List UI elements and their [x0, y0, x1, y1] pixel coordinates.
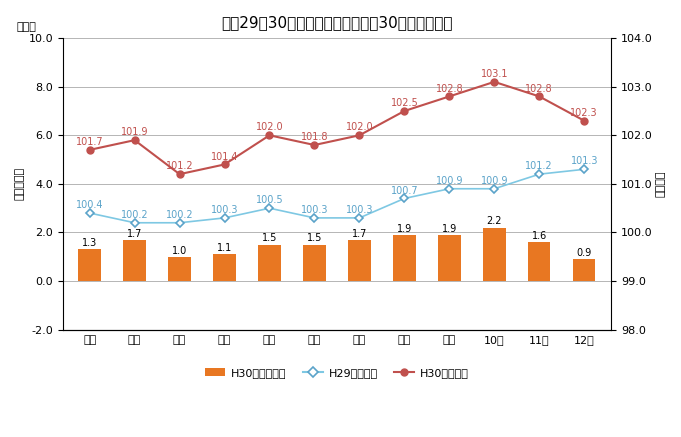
H29総合指数 — [221, 215, 229, 221]
H29総合指数 — [86, 211, 94, 216]
Bar — [348, 240, 370, 281]
Bar — [438, 235, 460, 281]
Text: 100.5: 100.5 — [255, 195, 283, 205]
Text: 1.5: 1.5 — [262, 233, 277, 243]
H30総合指数 — [86, 147, 94, 153]
Text: 101.7: 101.7 — [76, 137, 104, 147]
Text: （％）: （％） — [16, 22, 36, 32]
H29総合指数 — [311, 215, 319, 221]
Bar — [573, 259, 595, 281]
H29総合指数 — [176, 220, 184, 225]
Text: 100.2: 100.2 — [165, 210, 193, 220]
Text: 100.3: 100.3 — [301, 205, 328, 215]
Text: 100.7: 100.7 — [391, 186, 418, 195]
H29総合指数 — [400, 196, 409, 201]
Legend: H30前年同月比, H29総合指数, H30総合指数: H30前年同月比, H29総合指数, H30総合指数 — [201, 364, 473, 382]
Text: 1.7: 1.7 — [127, 229, 142, 239]
Text: 1.9: 1.9 — [397, 224, 412, 234]
Bar — [483, 228, 505, 281]
Bar — [213, 254, 236, 281]
H30総合指数 — [445, 94, 454, 99]
H29総合指数 — [131, 220, 139, 225]
Text: 100.3: 100.3 — [346, 205, 373, 215]
Text: 101.8: 101.8 — [301, 132, 328, 142]
Text: 1.0: 1.0 — [172, 246, 187, 256]
Text: 100.9: 100.9 — [436, 176, 463, 186]
Text: 1.3: 1.3 — [82, 238, 97, 248]
Text: 101.3: 101.3 — [571, 156, 598, 166]
Line: H30総合指数: H30総合指数 — [86, 78, 588, 178]
H30総合指数 — [490, 79, 498, 84]
Text: 102.3: 102.3 — [571, 108, 598, 118]
Y-axis label: 前年同月比: 前年同月比 — [15, 167, 25, 201]
Text: 103.1: 103.1 — [481, 69, 508, 79]
Text: 2.2: 2.2 — [486, 216, 502, 226]
Title: 平成29・30年の総合指数及び平成30年前年同月比: 平成29・30年の総合指数及び平成30年前年同月比 — [221, 15, 453, 30]
H30総合指数 — [355, 133, 364, 138]
Line: H29総合指数: H29総合指数 — [86, 166, 587, 226]
H29総合指数 — [355, 215, 364, 221]
Bar — [78, 250, 101, 281]
Text: 100.4: 100.4 — [76, 200, 104, 210]
Text: 100.3: 100.3 — [211, 205, 238, 215]
H30総合指数 — [221, 162, 229, 167]
Bar — [303, 245, 326, 281]
H29総合指数 — [266, 205, 274, 211]
Text: 101.2: 101.2 — [526, 161, 553, 171]
Text: 101.2: 101.2 — [165, 161, 193, 171]
H30総合指数 — [266, 133, 274, 138]
Text: 101.9: 101.9 — [121, 127, 148, 137]
Bar — [393, 235, 415, 281]
Text: 102.8: 102.8 — [436, 83, 463, 94]
Text: 1.6: 1.6 — [532, 231, 547, 241]
Text: 1.1: 1.1 — [217, 243, 232, 253]
Text: 101.4: 101.4 — [211, 152, 238, 162]
H29総合指数 — [580, 166, 588, 172]
Bar — [258, 245, 281, 281]
Text: 102.8: 102.8 — [526, 83, 553, 94]
H30総合指数 — [400, 108, 409, 114]
H30総合指数 — [311, 142, 319, 148]
H29総合指数 — [490, 186, 498, 191]
Bar — [168, 257, 191, 281]
H29総合指数 — [445, 186, 454, 191]
Text: 1.9: 1.9 — [442, 224, 457, 234]
Bar — [528, 242, 550, 281]
H30総合指数 — [535, 94, 543, 99]
Text: 100.2: 100.2 — [121, 210, 148, 220]
H29総合指数 — [535, 172, 543, 177]
Text: 102.0: 102.0 — [345, 122, 373, 132]
Text: 1.5: 1.5 — [306, 233, 322, 243]
Text: 1.7: 1.7 — [351, 229, 367, 239]
Y-axis label: 総合指数: 総合指数 — [656, 170, 666, 197]
Text: 102.5: 102.5 — [390, 98, 418, 108]
Text: 100.9: 100.9 — [481, 176, 508, 186]
H30総合指数 — [176, 172, 184, 177]
H30総合指数 — [580, 118, 588, 123]
Text: 0.9: 0.9 — [577, 248, 592, 258]
Text: 102.0: 102.0 — [255, 122, 283, 132]
H30総合指数 — [131, 138, 139, 143]
Bar — [123, 240, 146, 281]
